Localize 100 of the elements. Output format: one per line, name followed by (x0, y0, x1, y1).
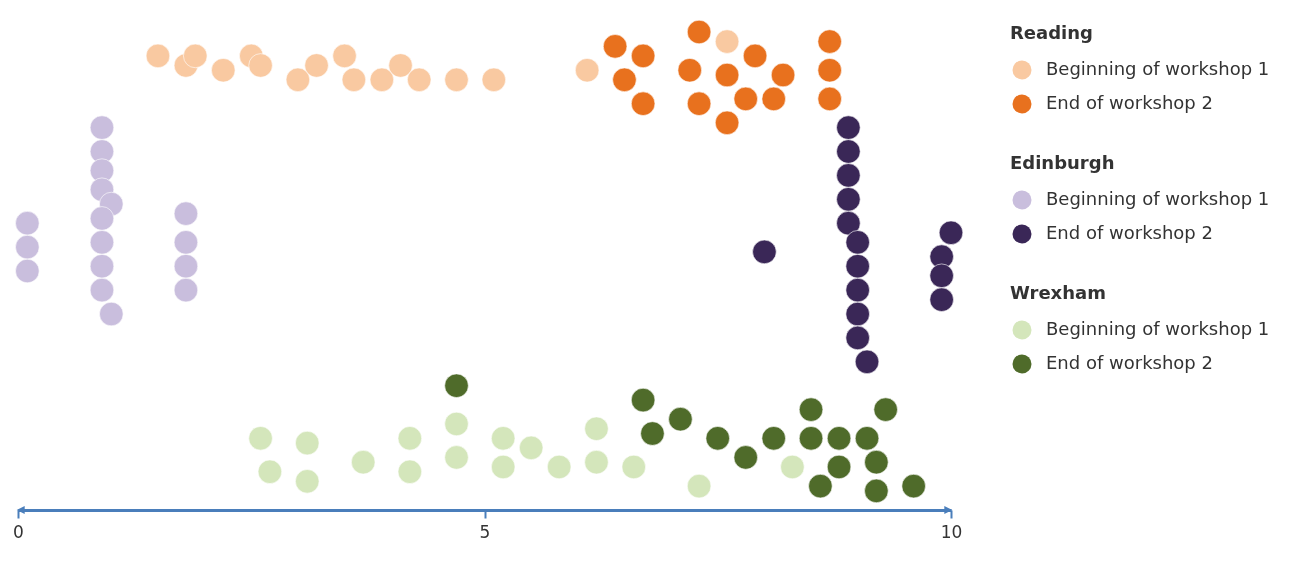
legend-label: Beginning of workshop 1 (1046, 58, 1270, 79)
point (705, 426, 730, 451)
point (89, 115, 115, 140)
point (677, 58, 702, 83)
point (854, 349, 880, 374)
point (826, 454, 852, 480)
point (752, 239, 777, 264)
point (173, 230, 199, 255)
point (491, 426, 516, 451)
point (817, 29, 842, 54)
point (873, 397, 898, 422)
point (295, 469, 320, 494)
point (444, 373, 469, 398)
point (845, 325, 870, 351)
point (798, 426, 824, 451)
point (714, 29, 740, 54)
legend-label: Beginning of workshop 1 (1046, 188, 1270, 209)
point (388, 53, 413, 78)
point (15, 211, 40, 236)
point (761, 426, 786, 451)
point (15, 234, 40, 260)
point (584, 416, 609, 441)
point (89, 278, 115, 303)
point (621, 454, 646, 480)
point (836, 187, 861, 212)
point (630, 91, 656, 116)
text: Wrexham (1010, 282, 1106, 303)
point (836, 139, 861, 164)
point (89, 206, 115, 231)
point (826, 426, 852, 451)
point (397, 459, 422, 484)
point (640, 421, 665, 446)
point (15, 258, 40, 284)
x-tick-label: 0 (13, 521, 24, 542)
point (444, 411, 469, 437)
legend-label: End of workshop 2 (1046, 352, 1213, 373)
point (444, 445, 469, 470)
point (845, 230, 870, 255)
point (248, 426, 273, 451)
point (668, 407, 693, 432)
legend-label: End of workshop 2 (1046, 222, 1213, 243)
point (295, 430, 320, 456)
point (257, 459, 283, 484)
point (808, 473, 833, 499)
point (714, 62, 740, 88)
point (547, 454, 572, 480)
point (938, 220, 964, 245)
point (173, 201, 199, 226)
point (89, 230, 115, 255)
x-tick-label: 5 (479, 521, 491, 542)
point (761, 86, 786, 112)
legend-label: Beginning of workshop 1 (1046, 318, 1270, 339)
point (173, 254, 199, 279)
point (686, 473, 712, 499)
point (854, 426, 880, 451)
point (612, 67, 637, 92)
point (481, 67, 506, 92)
point (770, 62, 796, 88)
point (351, 450, 376, 475)
point (407, 67, 432, 92)
point (575, 58, 600, 83)
point (519, 435, 544, 460)
point (845, 254, 870, 279)
point (285, 67, 311, 92)
point (836, 115, 861, 140)
point (248, 53, 273, 78)
point (183, 43, 208, 69)
point (369, 67, 394, 92)
point (341, 67, 367, 92)
point (733, 445, 758, 470)
point (686, 19, 712, 45)
point (686, 91, 712, 116)
point (630, 387, 656, 413)
point (929, 287, 954, 312)
point (864, 478, 889, 503)
point (304, 53, 329, 78)
point (332, 43, 357, 69)
point (929, 263, 954, 288)
point (798, 397, 824, 422)
point (901, 473, 926, 499)
point (780, 454, 805, 480)
text: Reading (1010, 22, 1093, 43)
text: Edinburgh (1010, 152, 1115, 173)
point (444, 67, 469, 92)
point (491, 454, 516, 480)
point (714, 110, 740, 135)
point (173, 278, 199, 303)
point (211, 58, 236, 83)
point (864, 450, 889, 475)
point (836, 211, 861, 236)
point (397, 426, 422, 451)
legend-label: End of workshop 2 (1046, 92, 1213, 113)
point (817, 58, 842, 83)
x-tick-label: 10 (940, 521, 963, 542)
point (733, 86, 758, 112)
point (89, 254, 115, 279)
point (602, 34, 628, 59)
point (742, 43, 768, 69)
point (817, 86, 842, 112)
point (145, 43, 171, 69)
